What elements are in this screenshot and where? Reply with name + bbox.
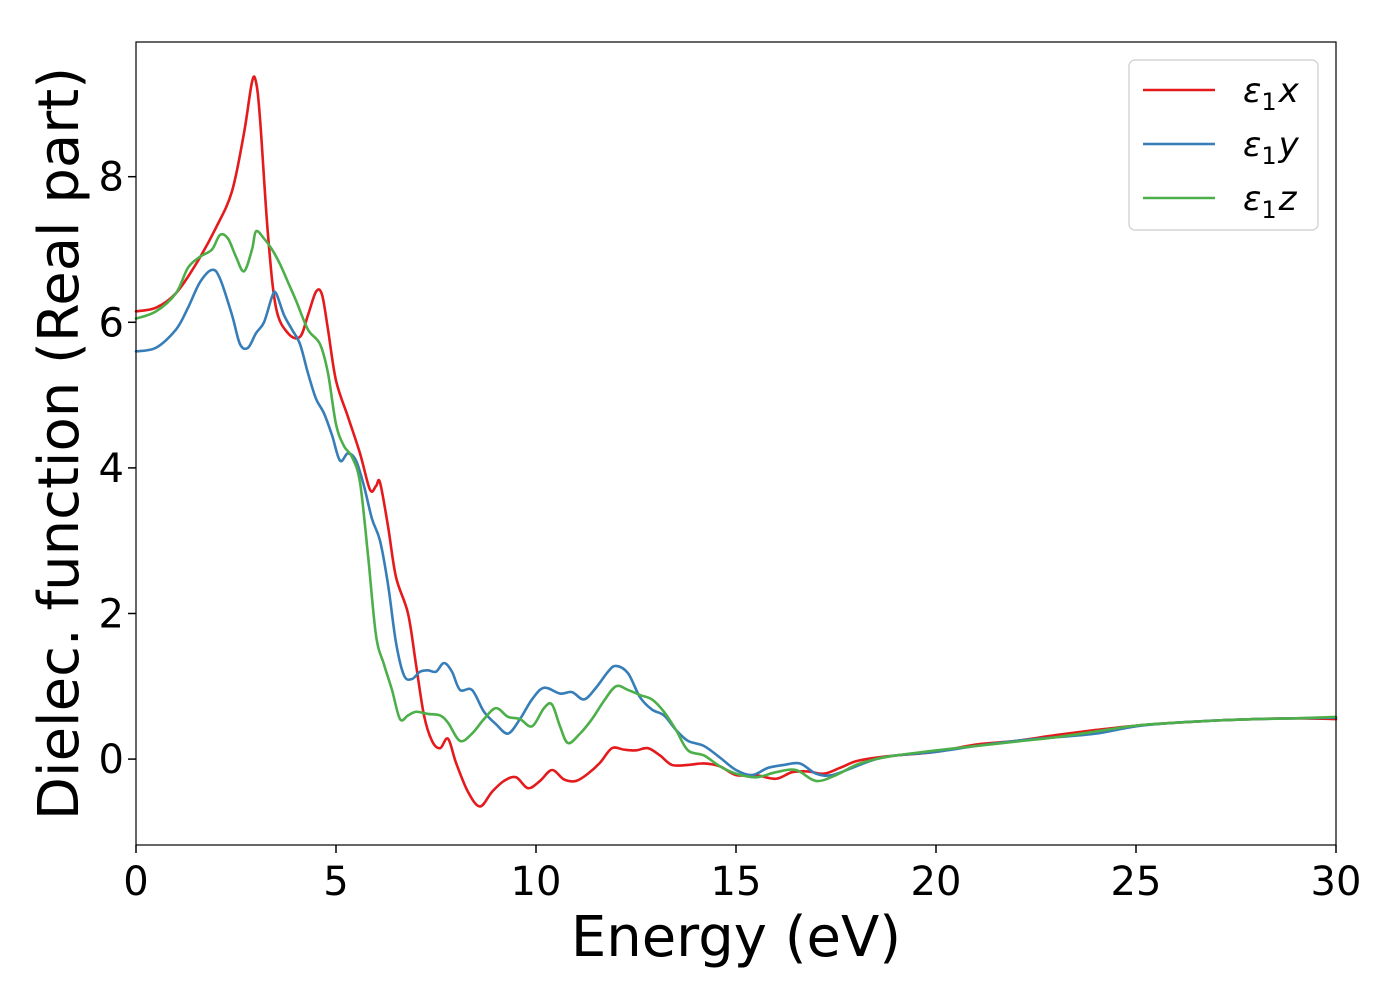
y-tick-label: 8 [99, 155, 124, 201]
x-tick-label: 5 [323, 859, 348, 905]
x-tick-label: 0 [123, 859, 148, 905]
series-line-y [134, 268, 1338, 777]
x-axis-ticks: 0 5 10 15 20 25 30 [123, 845, 1361, 905]
x-tick-label: 25 [1111, 859, 1162, 905]
legend: ε1x ε1y ε1z [1128, 59, 1319, 231]
y-tick-label: 0 [99, 737, 124, 783]
y-axis-label: Dielec. function (Real part) [27, 67, 92, 820]
legend-label-z: ε1z [1243, 179, 1298, 224]
y-tick-label: 4 [99, 446, 124, 492]
legend-box [1128, 59, 1319, 231]
x-axis-label: Energy (eV) [571, 905, 901, 970]
legend-label-x: ε1x [1243, 71, 1300, 116]
series-layer [134, 75, 1338, 808]
legend-label-y: ε1y [1243, 125, 1300, 170]
x-tick-label: 15 [711, 859, 762, 905]
x-tick-label: 10 [511, 859, 562, 905]
x-tick-label: 30 [1311, 859, 1362, 905]
y-tick-label: 6 [99, 300, 124, 346]
series-line-x [134, 75, 1338, 808]
y-axis-ticks: 0 2 4 6 8 [99, 155, 136, 783]
y-tick-label: 2 [99, 591, 124, 637]
series-line-z [134, 229, 1338, 783]
x-tick-label: 20 [911, 859, 962, 905]
